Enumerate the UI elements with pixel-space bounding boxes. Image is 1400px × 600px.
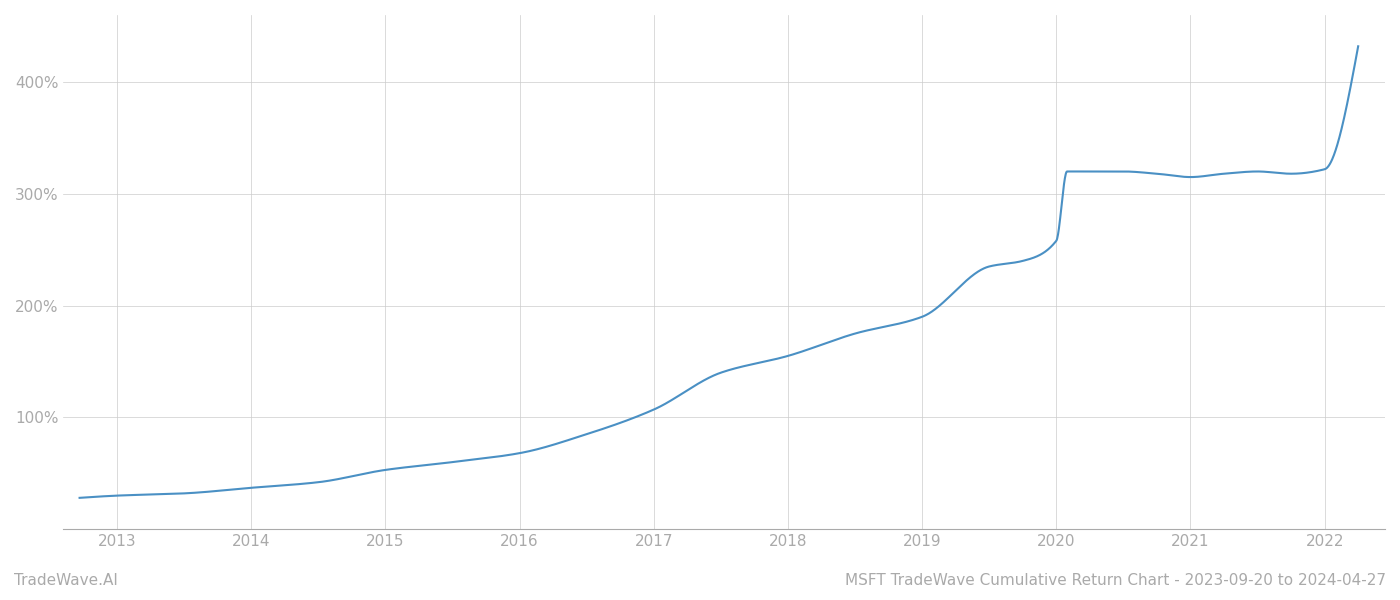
Text: MSFT TradeWave Cumulative Return Chart - 2023-09-20 to 2024-04-27: MSFT TradeWave Cumulative Return Chart -… — [846, 573, 1386, 588]
Text: TradeWave.AI: TradeWave.AI — [14, 573, 118, 588]
